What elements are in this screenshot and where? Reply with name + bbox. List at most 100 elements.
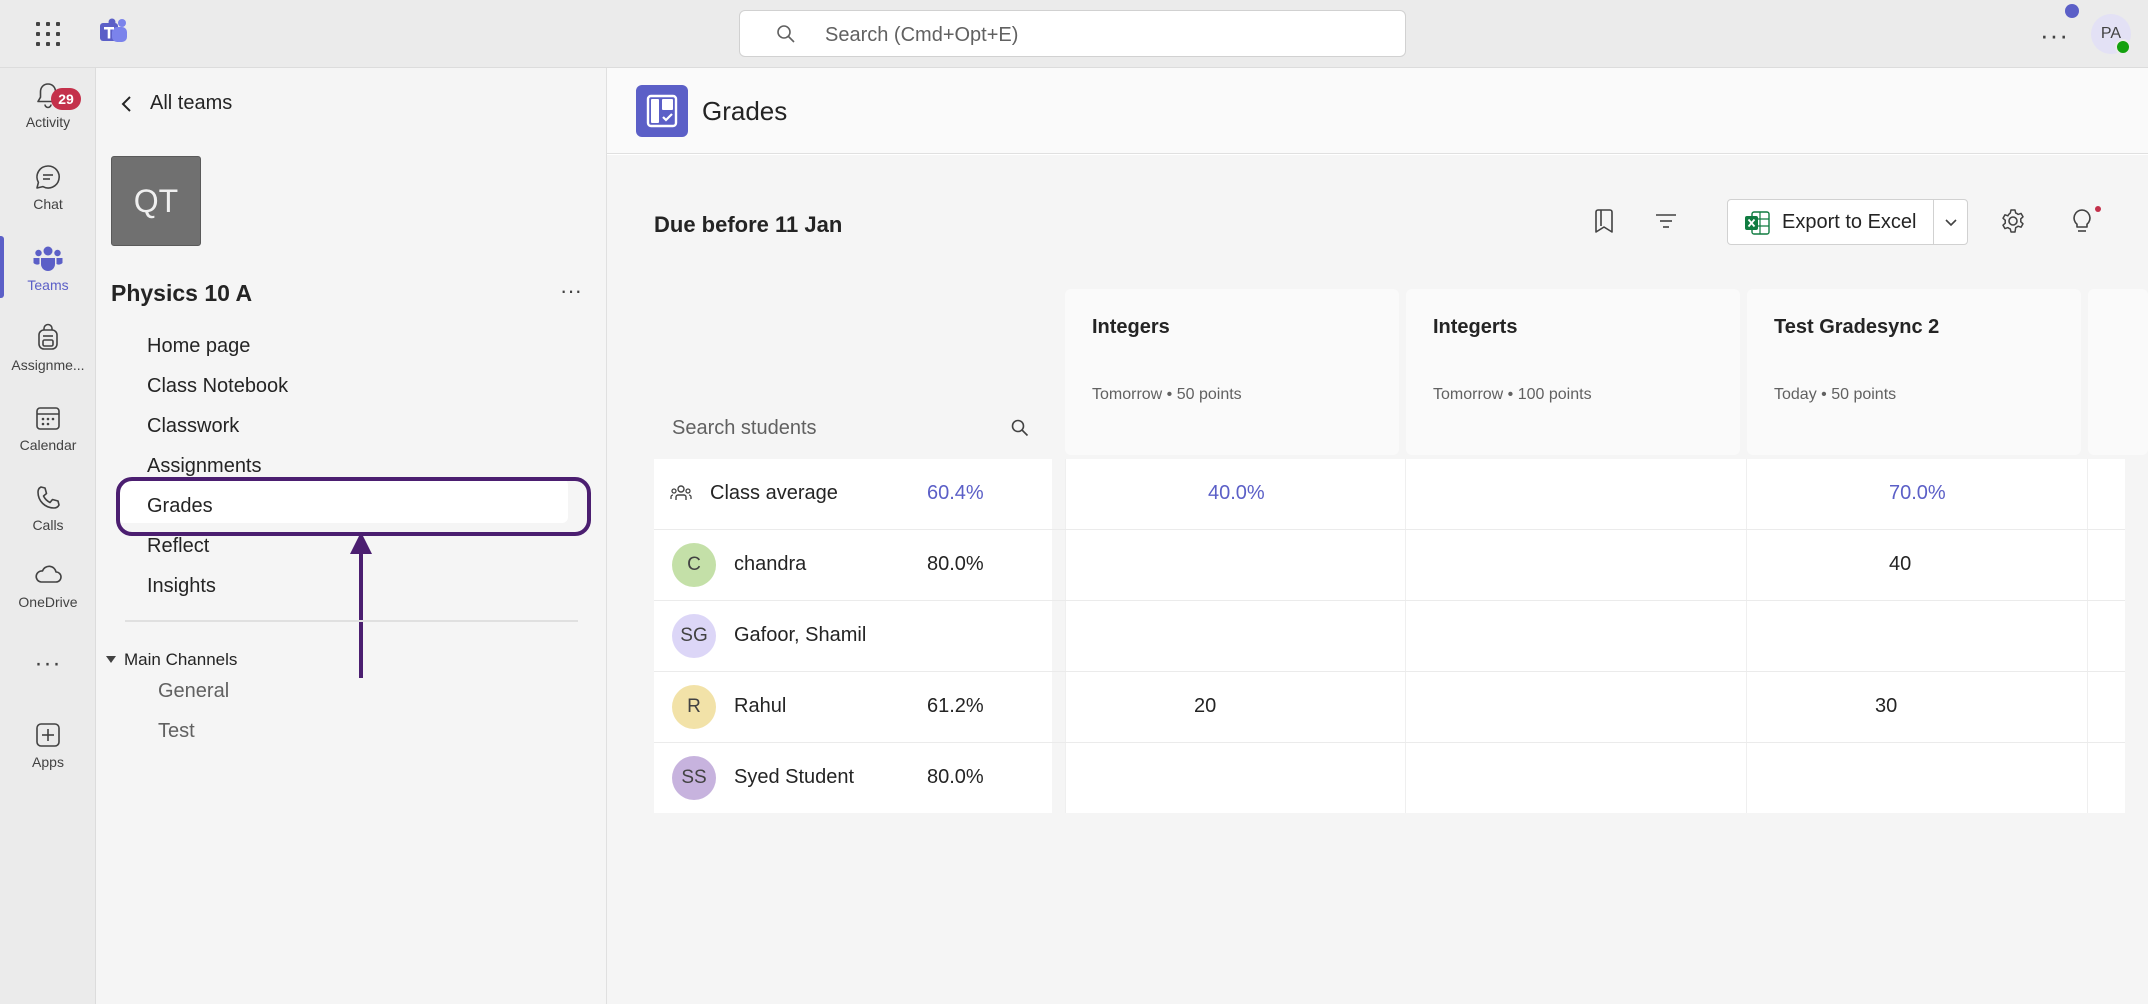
- student-row[interactable]: R Rahul 61.2% 20 30: [654, 672, 2125, 742]
- student-row[interactable]: SS Syed Student 80.0%: [654, 743, 2125, 813]
- class-average-cell: Class average 60.4%: [654, 459, 1052, 529]
- grade-cell-partial[interactable]: [2087, 601, 2125, 671]
- phone-icon: [37, 486, 60, 509]
- nav-home-page[interactable]: Home page: [147, 335, 251, 357]
- presence-available-icon: [2115, 39, 2131, 55]
- settings-gear-icon[interactable]: [1999, 207, 2027, 235]
- grade-cell[interactable]: [1405, 601, 1746, 671]
- grade-cell-partial[interactable]: [2087, 743, 2125, 813]
- grade-cell[interactable]: [1746, 743, 2087, 813]
- lightbulb-icon[interactable]: [2069, 207, 2095, 235]
- channels-header-label: Main Channels: [124, 650, 238, 669]
- cloud-icon: [35, 565, 62, 583]
- student-row[interactable]: C chandra 80.0% 40: [654, 530, 2125, 600]
- backpack-icon: [38, 323, 58, 350]
- student-name-cell: C chandra 80.0%: [654, 530, 1052, 600]
- rail-item-teams[interactable]: Teams: [0, 243, 96, 313]
- app-launcher-icon[interactable]: [36, 22, 60, 46]
- assignment-meta: Today • 50 points: [1774, 386, 1897, 403]
- row-divider: [654, 671, 2125, 672]
- back-to-all-teams[interactable]: All teams: [120, 92, 232, 115]
- nav-insights[interactable]: Insights: [147, 575, 216, 597]
- rail-item-apps[interactable]: Apps: [0, 720, 96, 790]
- grade-cell[interactable]: 40: [1746, 530, 2087, 600]
- grade-cell[interactable]: [1065, 530, 1405, 600]
- calendar-icon: [36, 407, 60, 430]
- grades-app-icon: [636, 85, 688, 137]
- teams-logo-icon: [100, 18, 127, 42]
- student-name-cell: R Rahul 61.2%: [654, 672, 1052, 742]
- student-name-cell: SG Gafoor, Shamil: [654, 601, 1052, 671]
- row-divider: [654, 529, 2125, 530]
- search-students-field[interactable]: Search students: [654, 325, 1052, 455]
- assignment-column-header[interactable]: Integerts Tomorrow • 100 points: [1406, 289, 1740, 455]
- filter-icon[interactable]: [1653, 207, 1679, 235]
- nav-class-notebook[interactable]: Class Notebook: [147, 375, 289, 397]
- rail-label: Assignme...: [11, 357, 85, 373]
- grade-cell-partial[interactable]: [2087, 672, 2125, 742]
- grade-cell[interactable]: [1405, 672, 1746, 742]
- rail-item-calls[interactable]: Calls: [0, 483, 96, 553]
- grade-cell[interactable]: 30: [1746, 672, 2087, 742]
- export-to-excel-button[interactable]: Export to Excel: [1727, 199, 1968, 245]
- bell-icon: [37, 83, 59, 109]
- student-avatar: SS: [672, 756, 716, 800]
- assignment-column-header-partial[interactable]: [2088, 289, 2148, 455]
- app-header: Grades: [607, 68, 2148, 154]
- chat-icon: [36, 165, 60, 189]
- nav-grades[interactable]: Grades: [147, 495, 213, 517]
- nav-assignments[interactable]: Assignments: [147, 455, 262, 477]
- rail-item-activity[interactable]: 29 Activity: [0, 80, 96, 150]
- grade-cell[interactable]: [1405, 743, 1746, 813]
- team-panel: All teams QT Physics 10 A ··· Home page …: [96, 68, 607, 1004]
- assignment-title: Integerts: [1433, 316, 1518, 338]
- channel-general[interactable]: General: [158, 680, 230, 702]
- grade-cell[interactable]: [1065, 743, 1405, 813]
- rail-item-onedrive[interactable]: OneDrive: [0, 560, 96, 630]
- nav-reflect[interactable]: Reflect: [147, 535, 210, 557]
- grade-cell[interactable]: [1065, 601, 1405, 671]
- student-name: Rahul: [734, 695, 787, 717]
- assignment-column-header[interactable]: Integers Tomorrow • 50 points: [1065, 289, 1399, 455]
- rail-label: OneDrive: [18, 594, 78, 610]
- grade-cell: 70.0%: [1746, 459, 2087, 529]
- rail-item-assignments[interactable]: Assignme...: [0, 323, 96, 393]
- grade-cell-partial[interactable]: [2087, 530, 2125, 600]
- team-avatar: QT: [111, 156, 201, 246]
- channels-header[interactable]: Main Channels: [106, 650, 237, 670]
- student-overall: 61.2%: [927, 695, 984, 717]
- team-more-options-icon[interactable]: ···: [560, 278, 582, 303]
- activity-badge: 29: [51, 88, 81, 110]
- student-row[interactable]: SG Gafoor, Shamil: [654, 601, 2125, 671]
- group-icon: [670, 485, 692, 500]
- assignment-column-header[interactable]: Test Gradesync 2 Today • 50 points: [1747, 289, 2081, 455]
- search-bar[interactable]: Search (Cmd+Opt+E): [739, 10, 1406, 57]
- more-options-icon[interactable]: ···: [2040, 20, 2069, 50]
- rail-item-calendar[interactable]: Calendar: [0, 403, 96, 473]
- chevron-down-icon[interactable]: [1943, 212, 1959, 232]
- student-name-cell: SS Syed Student 80.0%: [654, 743, 1052, 813]
- student-overall: 80.0%: [927, 766, 984, 788]
- grade-cell: 40.0%: [1065, 459, 1405, 529]
- bookmark-icon[interactable]: [1592, 207, 1618, 235]
- rail-label: Teams: [27, 277, 69, 293]
- grade-cell[interactable]: 20: [1065, 672, 1405, 742]
- grade-cell[interactable]: [1405, 530, 1746, 600]
- rail-more-apps[interactable]: ···: [34, 650, 62, 677]
- selected-background: [118, 479, 568, 523]
- grade-cell[interactable]: [1746, 601, 2087, 671]
- assignment-title: Test Gradesync 2: [1774, 316, 1940, 338]
- rail-label: Chat: [33, 196, 63, 212]
- back-label: All teams: [150, 92, 233, 114]
- channel-test[interactable]: Test: [158, 720, 195, 742]
- teams-icon: [33, 246, 63, 271]
- notification-dot: [2065, 4, 2079, 18]
- rail-item-chat[interactable]: Chat: [0, 162, 96, 232]
- student-avatar: SG: [672, 614, 716, 658]
- top-bar: Search (Cmd+Opt+E) ··· PA: [0, 0, 2148, 68]
- assignment-title: Integers: [1092, 316, 1170, 338]
- student-overall: 80.0%: [927, 553, 984, 575]
- assignment-meta: Tomorrow • 100 points: [1433, 386, 1592, 403]
- student-avatar: C: [672, 543, 716, 587]
- nav-classwork[interactable]: Classwork: [147, 415, 240, 437]
